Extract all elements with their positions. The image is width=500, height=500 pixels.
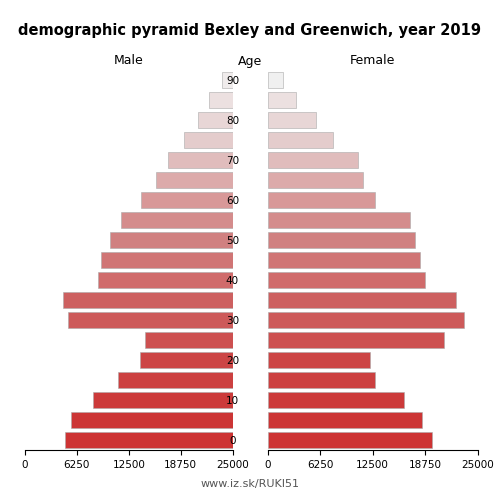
Text: www.iz.sk/RUKI51: www.iz.sk/RUKI51 xyxy=(200,479,300,489)
Bar xyxy=(268,92,296,108)
Bar xyxy=(268,72,283,88)
Bar xyxy=(168,152,232,168)
Bar xyxy=(268,432,432,448)
Bar xyxy=(198,112,232,128)
Bar xyxy=(268,372,375,388)
Bar xyxy=(268,392,404,408)
Bar xyxy=(110,232,232,248)
Bar xyxy=(268,412,422,428)
Text: Female: Female xyxy=(350,54,395,68)
Bar xyxy=(268,172,364,188)
Bar xyxy=(268,252,420,268)
Bar xyxy=(65,432,232,448)
Bar xyxy=(268,352,370,368)
Bar xyxy=(68,312,232,328)
Bar xyxy=(268,272,426,288)
Bar xyxy=(156,172,232,188)
Bar xyxy=(268,232,416,248)
Bar xyxy=(102,252,232,268)
Bar xyxy=(268,332,444,348)
Bar xyxy=(98,272,232,288)
Bar xyxy=(63,292,232,308)
Text: demographic pyramid Bexley and Greenwich, year 2019: demographic pyramid Bexley and Greenwich… xyxy=(18,22,481,38)
Bar xyxy=(268,152,358,168)
Text: Age: Age xyxy=(238,54,262,68)
Bar xyxy=(184,132,232,148)
Bar xyxy=(93,392,232,408)
Bar xyxy=(141,192,233,208)
Bar xyxy=(144,332,233,348)
Bar xyxy=(268,212,410,228)
Bar xyxy=(268,112,316,128)
Bar xyxy=(268,312,464,328)
Bar xyxy=(140,352,232,368)
Bar xyxy=(122,212,232,228)
Bar xyxy=(210,92,233,108)
Bar xyxy=(222,72,232,88)
Bar xyxy=(268,132,333,148)
Text: Male: Male xyxy=(114,54,144,68)
Bar xyxy=(268,292,456,308)
Bar xyxy=(118,372,232,388)
Bar xyxy=(268,192,375,208)
Bar xyxy=(72,412,233,428)
